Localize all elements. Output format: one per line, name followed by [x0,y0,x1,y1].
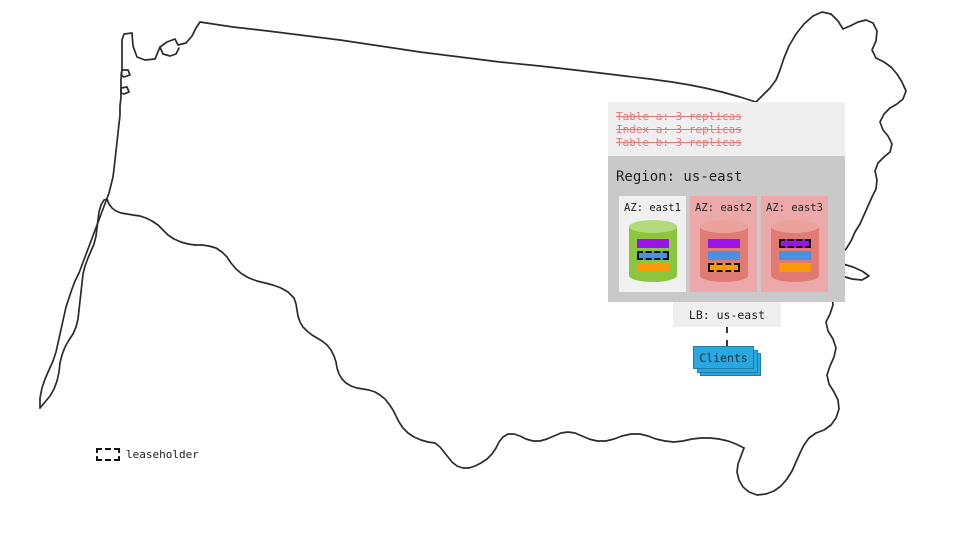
replica-summary: Table a: 3 replicas Index a: 3 replicas … [608,102,845,156]
az-east1-database-icon [628,220,677,282]
legend: leaseholder [96,448,199,461]
replica-line-table-a: Table a: 3 replicas [616,110,742,123]
replica-bar-table-b [707,262,740,272]
az-east1-replica-bars [629,233,677,277]
cylinder-bottom-cap [770,269,819,282]
region-block: Region: us-east AZ: east1 [608,156,845,302]
clients-label: Clients [699,350,748,365]
replica-bar-table-b [636,262,669,272]
az-east2-database-icon [699,220,748,282]
az-east3[interactable]: AZ: east3 [761,196,828,292]
clients-stack[interactable]: Clients [693,346,761,376]
clients-card-front: Clients [693,346,754,369]
replica-bar-index-a [778,250,811,260]
cylinder-top-cap [770,220,819,233]
replica-bar-table-b [778,262,811,272]
legend-label: leaseholder [126,448,199,461]
dashed-rectangle-icon [96,448,120,461]
cylinder-top-cap [699,220,748,233]
replica-bar-table-a [707,238,740,248]
replica-bar-index-a [707,250,740,260]
az-east2-title: AZ: east2 [695,202,752,214]
cylinder-bottom-cap [628,269,677,282]
region-title: Region: us-east [616,169,743,185]
az-east3-title: AZ: east3 [766,202,823,214]
az-east1-title: AZ: east1 [624,202,681,214]
replica-bar-table-a [636,238,669,248]
load-balancer-box[interactable]: LB: us-east [673,302,781,327]
replica-bar-index-a [636,250,669,260]
cylinder-bottom-cap [699,269,748,282]
replica-line-index-a: Index a: 3 replicas [616,123,742,136]
cylinder-top-cap [628,220,677,233]
load-balancer-label: LB: us-east [688,307,766,322]
az-east3-database-icon [770,220,819,282]
az-east2-replica-bars [700,233,748,277]
az-east2[interactable]: AZ: east2 [690,196,757,292]
availability-zone-row: AZ: east1 AZ: east2 [608,196,845,292]
replica-line-table-b: Table b: 3 replicas [616,136,742,149]
az-east1[interactable]: AZ: east1 [619,196,686,292]
az-east3-replica-bars [771,233,819,277]
us-east-overlay-panel: Table a: 3 replicas Index a: 3 replicas … [608,102,845,302]
lb-to-clients-connector [726,327,730,346]
replica-bar-table-a [778,238,811,248]
